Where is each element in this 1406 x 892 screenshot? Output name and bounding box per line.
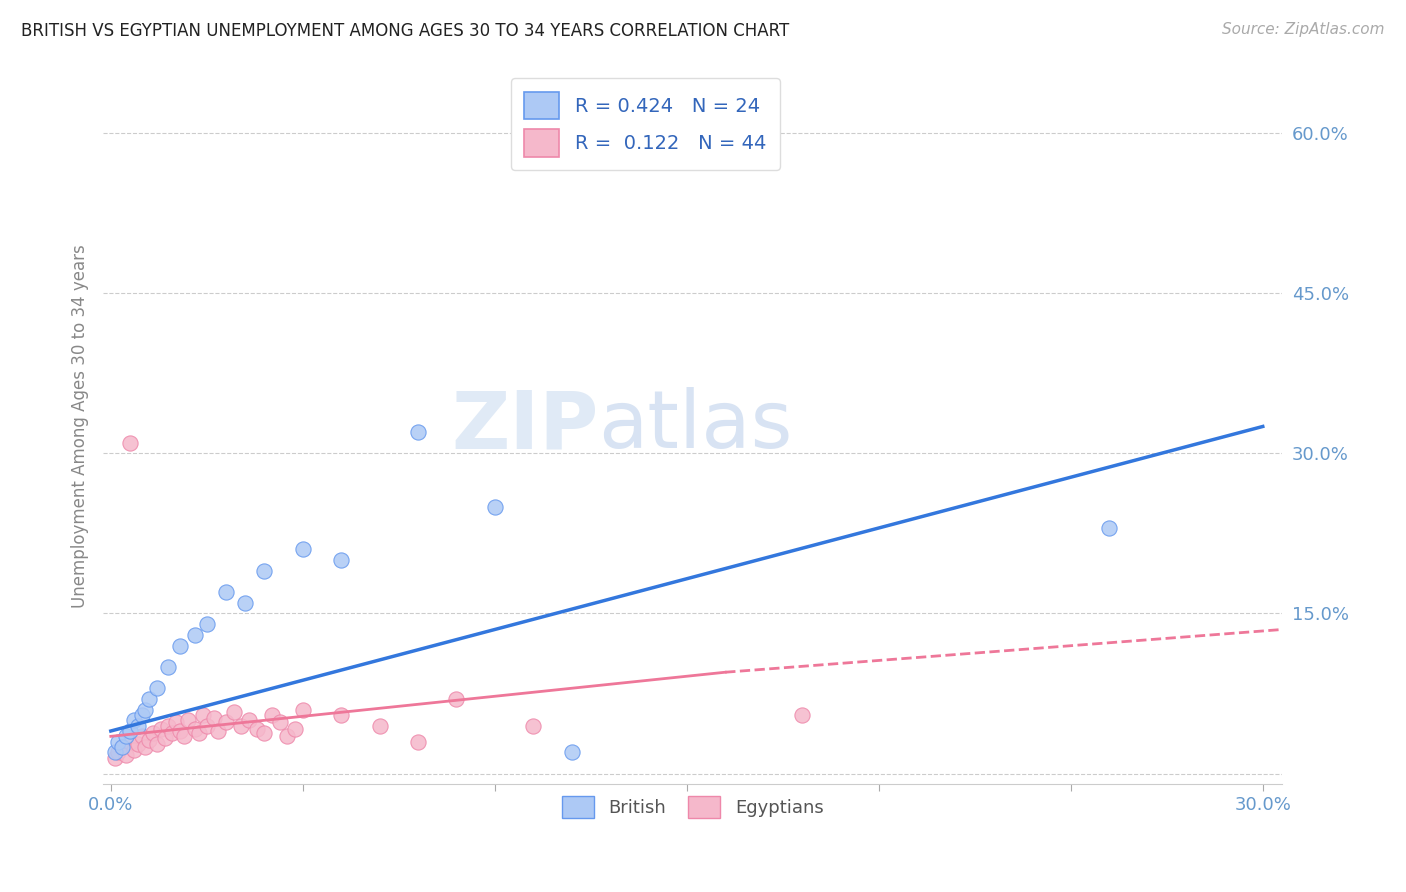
Point: [406, 734, 429, 748]
Point: [276, 729, 298, 743]
Point: [269, 715, 291, 730]
Point: [149, 722, 172, 736]
Point: [406, 425, 429, 439]
Point: [118, 435, 141, 450]
Point: [368, 719, 391, 733]
Point: [446, 692, 468, 706]
Point: [107, 745, 129, 759]
Point: [233, 596, 256, 610]
Point: [291, 703, 314, 717]
Text: BRITISH VS EGYPTIAN UNEMPLOYMENT AMONG AGES 30 TO 34 YEARS CORRELATION CHART: BRITISH VS EGYPTIAN UNEMPLOYMENT AMONG A…: [21, 22, 789, 40]
Point: [262, 708, 284, 723]
Point: [215, 715, 238, 730]
Point: [131, 729, 153, 743]
Text: ZIP: ZIP: [451, 387, 598, 466]
Point: [118, 724, 141, 739]
Point: [104, 750, 127, 764]
Point: [176, 714, 198, 728]
Point: [127, 737, 149, 751]
Point: [188, 726, 211, 740]
Point: [146, 737, 169, 751]
Point: [138, 692, 160, 706]
Point: [246, 722, 269, 736]
Y-axis label: Unemployment Among Ages 30 to 34 years: Unemployment Among Ages 30 to 34 years: [72, 244, 89, 608]
Point: [253, 564, 276, 578]
Point: [169, 639, 191, 653]
Point: [169, 724, 191, 739]
Point: [191, 708, 214, 723]
Point: [122, 714, 145, 728]
Point: [153, 731, 176, 746]
Point: [1098, 521, 1121, 535]
Point: [330, 553, 353, 567]
Point: [162, 726, 184, 740]
Point: [146, 681, 169, 696]
Point: [790, 708, 813, 723]
Point: [215, 585, 238, 599]
Point: [253, 726, 276, 740]
Point: [142, 726, 165, 740]
Point: [104, 745, 127, 759]
Point: [111, 739, 134, 754]
Point: [184, 722, 207, 736]
Point: [111, 739, 134, 754]
Text: Source: ZipAtlas.com: Source: ZipAtlas.com: [1222, 22, 1385, 37]
Point: [107, 734, 129, 748]
Point: [291, 542, 314, 557]
Point: [134, 739, 156, 754]
Legend: British, Egyptians: British, Egyptians: [554, 789, 831, 825]
Point: [207, 724, 229, 739]
Point: [122, 743, 145, 757]
Point: [118, 734, 141, 748]
Point: [157, 660, 180, 674]
Point: [522, 719, 544, 733]
Point: [165, 715, 187, 730]
Point: [127, 719, 149, 733]
Point: [222, 705, 245, 719]
Point: [115, 747, 138, 762]
Point: [138, 732, 160, 747]
Point: [157, 719, 180, 733]
Text: atlas: atlas: [598, 387, 793, 466]
Point: [484, 500, 506, 514]
Point: [284, 722, 307, 736]
Point: [238, 714, 260, 728]
Point: [330, 708, 353, 723]
Point: [115, 729, 138, 743]
Point: [131, 708, 153, 723]
Point: [195, 719, 218, 733]
Point: [561, 745, 583, 759]
Point: [184, 628, 207, 642]
Point: [134, 703, 156, 717]
Point: [195, 617, 218, 632]
Point: [204, 711, 226, 725]
Point: [173, 729, 195, 743]
Point: [231, 719, 253, 733]
